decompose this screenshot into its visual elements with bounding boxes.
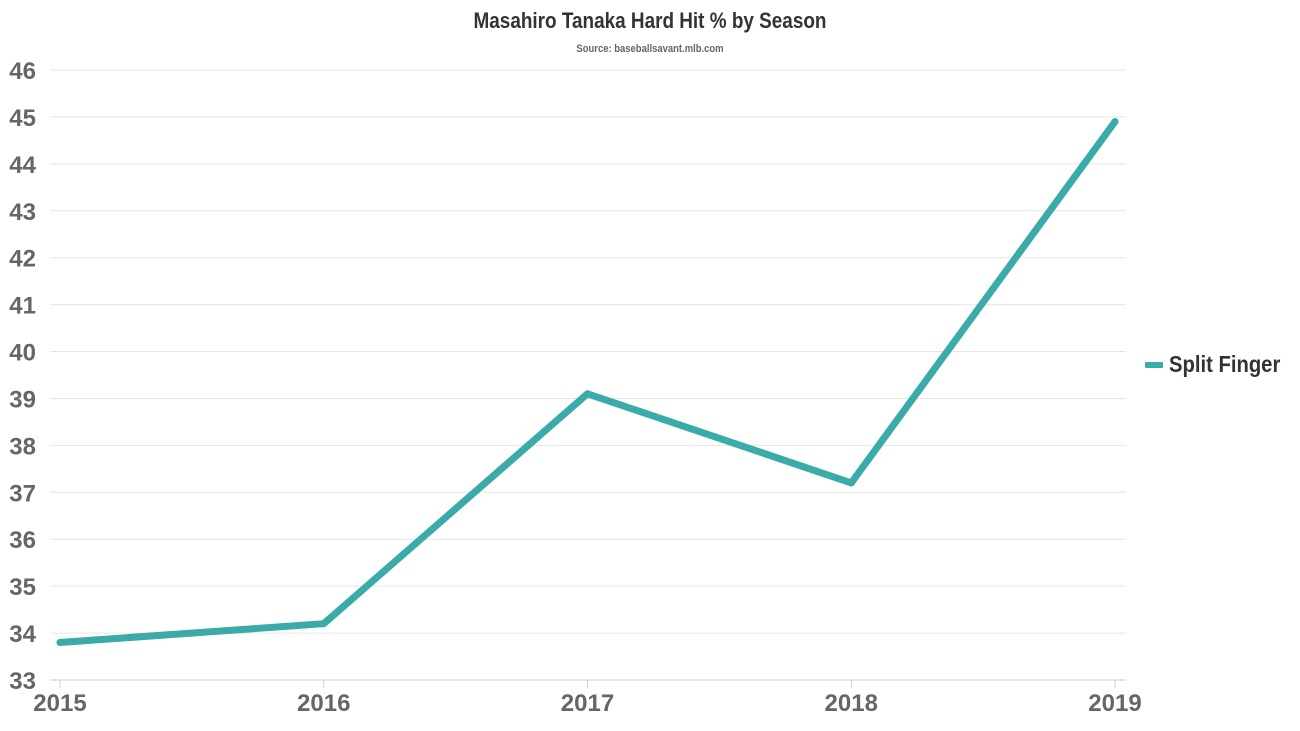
series-layer [56,118,1119,646]
y-tick-label: 35 [9,574,36,601]
y-tick-label: 43 [9,199,36,226]
x-tick-label: 2018 [825,690,878,717]
series-line-split-finger[interactable] [56,118,1119,646]
legend-swatch [1145,361,1163,368]
legend-label-split-finger: Split Finger [1169,351,1281,377]
y-tick-label: 41 [9,293,36,320]
data-point[interactable] [847,479,855,487]
y-tick-label: 39 [9,386,36,413]
data-point[interactable] [1111,118,1119,126]
y-axis: 33 34 35 36 37 38 39 40 41 42 43 44 45 46 [9,58,36,695]
x-tick-label: 2019 [1088,690,1141,717]
chart-subtitle: Source: baseballsavant.mlb.com [576,43,724,55]
y-tick-label: 38 [9,433,36,460]
x-axis: 2015 2016 2017 2018 2019 [33,680,1142,717]
data-point[interactable] [56,638,64,646]
y-tick-label: 33 [9,668,36,695]
y-tick-label: 36 [9,527,36,554]
y-tick-label: 44 [9,152,36,179]
y-tick-label: 37 [9,480,36,507]
chart-title: Masahiro Tanaka Hard Hit % by Season [473,8,827,33]
y-tick-label: 46 [9,58,36,85]
x-tick-label: 2016 [297,690,350,717]
y-tick-label: 42 [9,246,36,273]
x-tick-label: 2017 [561,690,614,717]
y-tick-label: 45 [9,105,36,132]
gridlines [50,69,1126,681]
data-point[interactable] [320,620,328,628]
legend[interactable]: Split Finger [1145,351,1296,378]
data-point[interactable] [584,390,591,398]
x-tick-label: 2015 [33,690,86,717]
y-tick-label: 40 [9,340,36,367]
y-tick-label: 34 [9,621,36,648]
